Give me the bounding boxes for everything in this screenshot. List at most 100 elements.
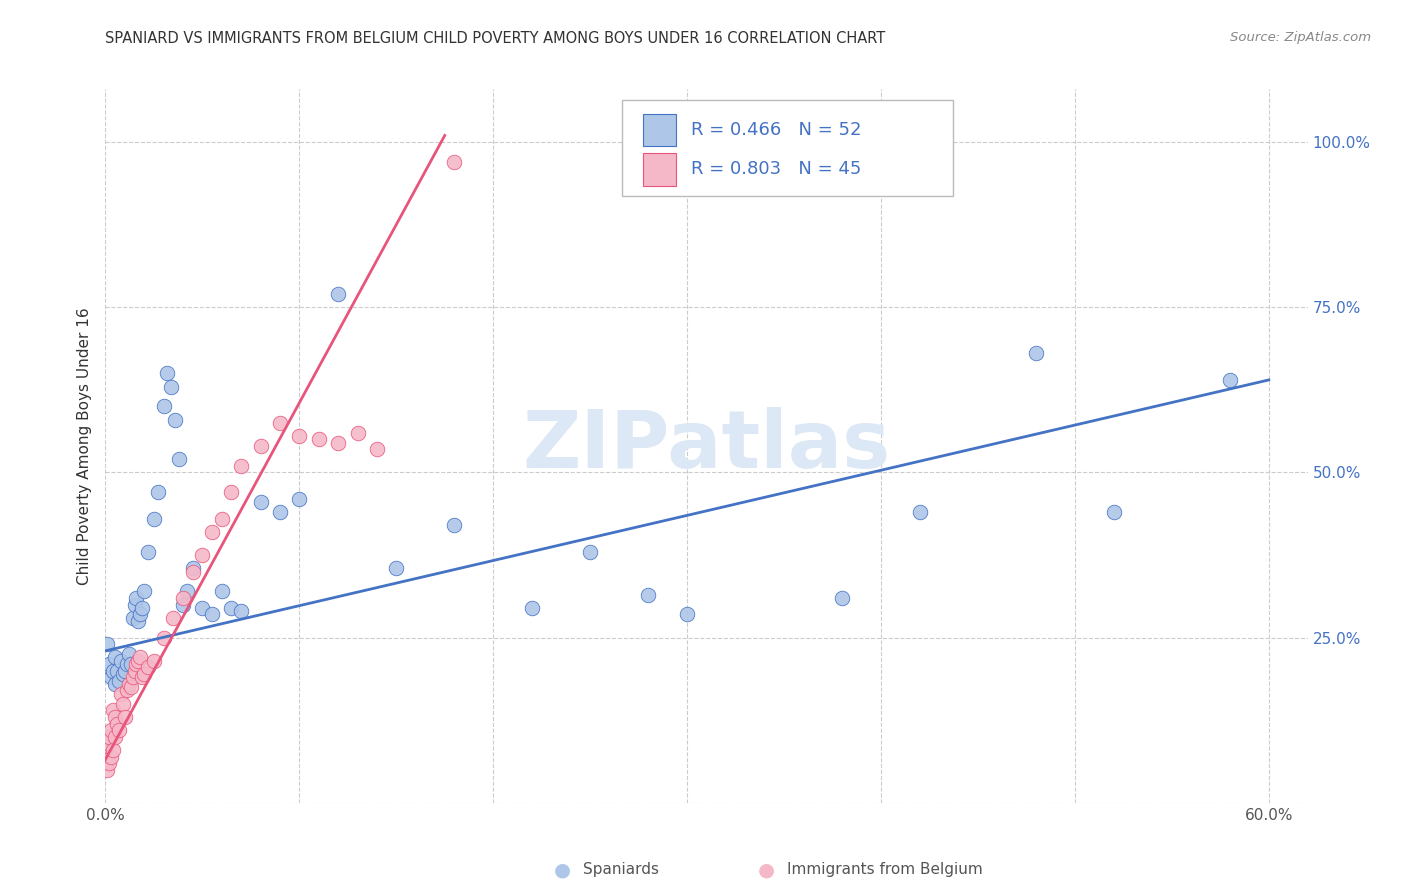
Point xyxy=(115,657,138,671)
Point xyxy=(579,545,602,559)
Point xyxy=(269,505,291,519)
Point xyxy=(191,548,214,562)
Point xyxy=(176,584,198,599)
Point xyxy=(142,654,165,668)
Point xyxy=(160,379,183,393)
Point xyxy=(269,416,291,430)
Point xyxy=(120,680,142,694)
Text: ●: ● xyxy=(758,860,775,880)
Point xyxy=(108,723,131,738)
Point xyxy=(231,604,253,618)
Point xyxy=(127,614,149,628)
Point xyxy=(181,561,204,575)
Point xyxy=(211,511,233,525)
Point xyxy=(114,710,136,724)
Point xyxy=(96,637,118,651)
Point xyxy=(221,485,243,500)
Point xyxy=(105,664,128,678)
Point xyxy=(111,697,134,711)
Point xyxy=(249,495,271,509)
Point xyxy=(162,611,184,625)
FancyBboxPatch shape xyxy=(643,153,676,186)
Point xyxy=(136,545,159,559)
Point xyxy=(249,439,271,453)
Point xyxy=(120,657,142,671)
Point xyxy=(443,154,465,169)
Point xyxy=(172,598,194,612)
Text: R = 0.466   N = 52: R = 0.466 N = 52 xyxy=(690,121,862,139)
Point xyxy=(288,491,311,506)
Point xyxy=(676,607,699,622)
Point xyxy=(100,670,122,684)
Point xyxy=(201,607,224,622)
Point xyxy=(201,524,224,539)
Point xyxy=(146,485,169,500)
Point xyxy=(104,730,127,744)
Text: R = 0.803   N = 45: R = 0.803 N = 45 xyxy=(690,161,862,178)
Point xyxy=(167,452,190,467)
Point xyxy=(104,650,127,665)
Point xyxy=(105,716,128,731)
Point xyxy=(121,670,143,684)
Point xyxy=(131,670,153,684)
Point xyxy=(114,664,136,678)
Point xyxy=(231,458,253,473)
Point xyxy=(326,287,349,301)
Point xyxy=(103,703,125,717)
Point xyxy=(103,743,125,757)
Point xyxy=(125,657,148,671)
Point xyxy=(110,654,132,668)
Point xyxy=(152,631,174,645)
Point xyxy=(191,600,214,615)
Point xyxy=(1219,373,1241,387)
Point xyxy=(125,591,148,605)
Point xyxy=(385,561,408,575)
Text: SPANIARD VS IMMIGRANTS FROM BELGIUM CHILD POVERTY AMONG BOYS UNDER 16 CORRELATIO: SPANIARD VS IMMIGRANTS FROM BELGIUM CHIL… xyxy=(105,31,886,46)
Point xyxy=(165,412,187,426)
Point xyxy=(129,607,152,622)
Point xyxy=(443,518,465,533)
Point xyxy=(118,677,141,691)
Point xyxy=(127,654,149,668)
Point xyxy=(134,584,156,599)
FancyBboxPatch shape xyxy=(623,100,953,196)
Point xyxy=(308,433,330,447)
Point xyxy=(211,584,233,599)
Point xyxy=(98,730,121,744)
Point xyxy=(288,429,311,443)
Point xyxy=(100,749,122,764)
Point xyxy=(346,425,368,440)
Point xyxy=(108,673,131,688)
Text: ●: ● xyxy=(554,860,571,880)
Point xyxy=(124,598,146,612)
Point xyxy=(142,511,165,525)
Point xyxy=(181,565,204,579)
Point xyxy=(104,677,127,691)
Point xyxy=(1025,346,1047,360)
Point xyxy=(115,683,138,698)
Point xyxy=(831,591,853,605)
Point xyxy=(96,736,118,750)
Point xyxy=(111,667,134,681)
Point xyxy=(366,442,388,457)
Point xyxy=(1102,505,1125,519)
Point xyxy=(172,591,194,605)
Point xyxy=(98,756,121,771)
Point xyxy=(134,667,156,681)
Point xyxy=(908,505,931,519)
Y-axis label: Child Poverty Among Boys Under 16: Child Poverty Among Boys Under 16 xyxy=(77,307,93,585)
Point xyxy=(221,600,243,615)
Point xyxy=(118,647,141,661)
Point xyxy=(136,660,159,674)
Point xyxy=(96,763,118,777)
Text: Spaniards: Spaniards xyxy=(583,863,659,877)
Point xyxy=(121,611,143,625)
Point xyxy=(129,650,152,665)
Point xyxy=(124,664,146,678)
Point xyxy=(110,687,132,701)
Point xyxy=(156,367,179,381)
Point xyxy=(326,435,349,450)
Point xyxy=(94,743,117,757)
Point xyxy=(98,657,121,671)
Point xyxy=(100,723,122,738)
